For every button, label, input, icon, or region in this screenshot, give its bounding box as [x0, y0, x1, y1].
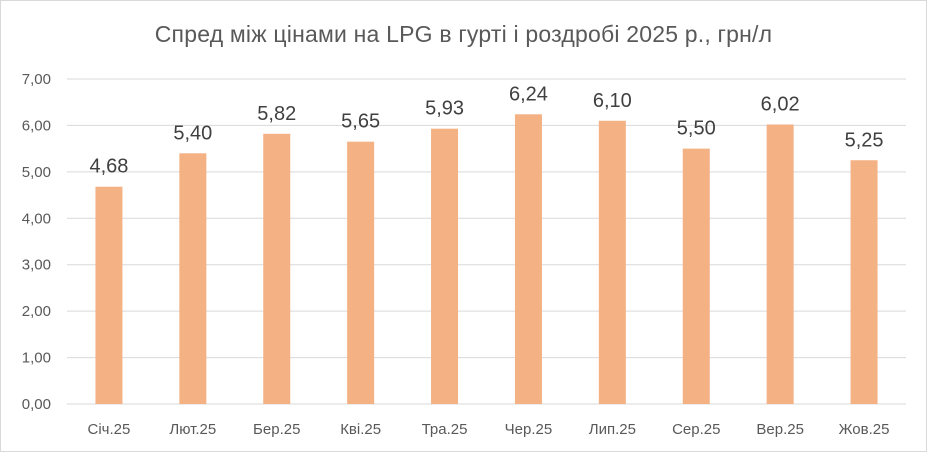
y-tick-label: 0,00 [22, 396, 51, 413]
bar [263, 133, 291, 405]
y-tick-label: 4,00 [22, 210, 51, 227]
x-tick-label: Лют.25 [169, 421, 216, 438]
bar [682, 148, 710, 404]
y-tick-label: 7,00 [22, 71, 51, 88]
data-label: 6,02 [761, 94, 800, 116]
bar [514, 114, 542, 405]
y-tick-label: 3,00 [22, 257, 51, 274]
y-tick-label: 5,00 [22, 164, 51, 181]
y-tick-label: 1,00 [22, 350, 51, 367]
x-tick-label: Жов.25 [839, 421, 890, 438]
data-label: 5,82 [257, 103, 296, 125]
bar [179, 153, 207, 404]
y-tick-label: 6,00 [22, 117, 51, 134]
x-tick-label: Тра.25 [422, 421, 468, 438]
data-label: 5,65 [341, 111, 380, 133]
data-label: 5,50 [677, 118, 716, 140]
chart-title: Спред між цінами на LPG в гурті і роздро… [154, 21, 773, 47]
data-label: 5,25 [845, 129, 884, 151]
data-label: 6,24 [509, 83, 548, 105]
bar [431, 128, 459, 404]
x-tick-label: Бер.25 [253, 421, 300, 438]
x-tick-label: Кві.25 [340, 421, 381, 438]
x-tick-label: Вер.25 [756, 421, 804, 438]
y-tick-label: 2,00 [22, 303, 51, 320]
x-tick-label: Чер.25 [505, 421, 553, 438]
data-label: 6,10 [593, 90, 632, 112]
bar [850, 160, 878, 404]
data-label: 4,68 [89, 156, 128, 178]
x-tick-label: Лип.25 [589, 421, 636, 438]
x-tick-label: Сер.25 [672, 421, 720, 438]
bar [598, 120, 626, 405]
bar [766, 124, 794, 404]
data-label: 5,93 [425, 98, 464, 120]
bar [95, 186, 123, 404]
bar [347, 141, 375, 404]
data-label: 5,40 [173, 122, 212, 144]
x-tick-label: Січ.25 [88, 421, 131, 438]
